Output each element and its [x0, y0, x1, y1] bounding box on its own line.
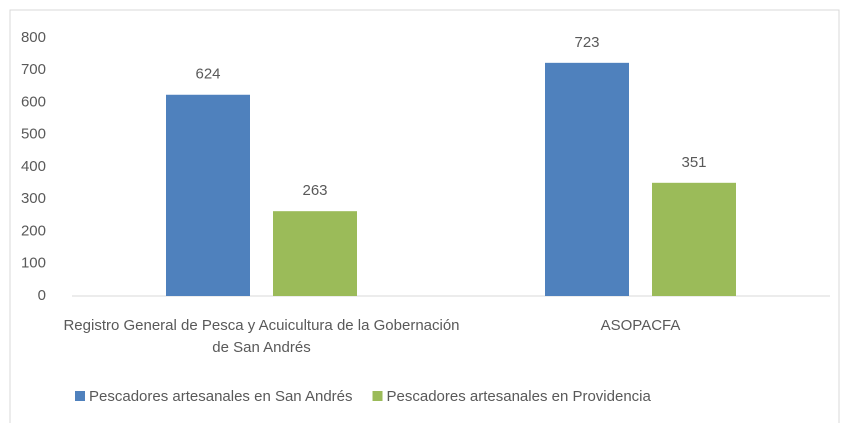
bar — [652, 182, 736, 296]
y-tick-label: 500 — [21, 126, 46, 143]
y-tick-label: 300 — [21, 190, 46, 207]
y-tick-label: 700 — [21, 61, 46, 78]
y-tick-label: 0 — [38, 287, 46, 304]
bar — [166, 94, 250, 296]
data-label: 263 — [302, 182, 327, 199]
data-label: 624 — [195, 66, 220, 83]
y-tick-label: 200 — [21, 222, 46, 239]
y-tick-label: 800 — [21, 29, 46, 46]
x-tick-label: Registro General de Pesca y Acuicultura … — [63, 317, 460, 356]
chart-border — [9, 9, 840, 423]
bar — [273, 211, 357, 296]
y-tick-label: 400 — [21, 158, 46, 175]
data-label: 723 — [574, 34, 599, 51]
bar — [545, 62, 629, 296]
x-tick-label: ASOPACFA — [600, 317, 681, 334]
data-label: 351 — [681, 154, 706, 171]
legend-swatch — [75, 391, 85, 401]
legend-label: Pescadores artesanales en San Andrés — [89, 388, 353, 405]
legend-label: Pescadores artesanales en Providencia — [387, 388, 652, 405]
y-tick-label: 100 — [21, 255, 46, 272]
y-tick-label: 600 — [21, 93, 46, 110]
legend-swatch — [372, 391, 383, 401]
